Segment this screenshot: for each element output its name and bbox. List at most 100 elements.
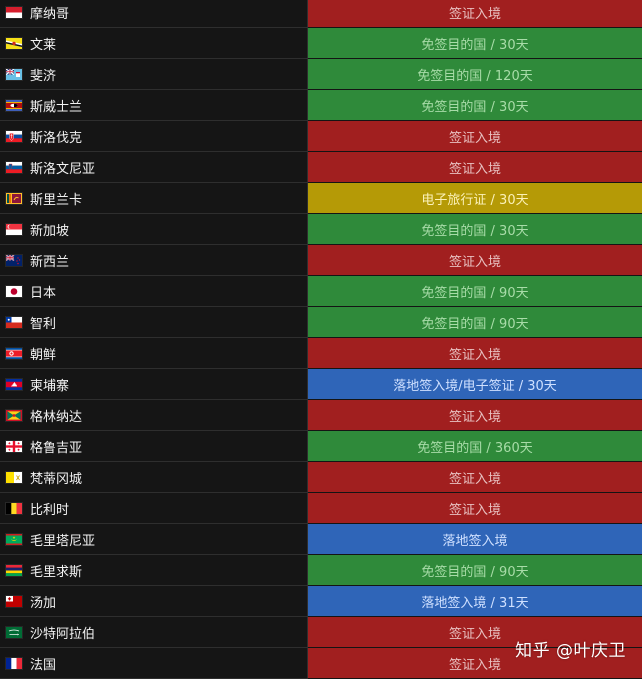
visa-status-cell: 签证入境 — [308, 462, 642, 493]
country-name: 新加坡 — [30, 223, 70, 239]
country-name: 法国 — [30, 657, 57, 673]
visa-status-cell: 免签目的国 / 360天 — [308, 431, 642, 462]
country-cell: 比利时 — [0, 493, 308, 524]
visa-status-cell: 电子旅行证 / 30天 — [308, 183, 642, 214]
visa-status-cell: 免签目的国 / 90天 — [308, 307, 642, 338]
country-name: 斯洛文尼亚 — [30, 161, 96, 177]
visa-status-cell: 签证入境 — [308, 121, 642, 152]
country-name: 格鲁吉亚 — [30, 440, 83, 456]
country-cell: 柬埔寨 — [0, 369, 308, 400]
visa-status-cell: 签证入境 — [308, 0, 642, 28]
table-row: 法国 签证入境 — [0, 648, 642, 679]
visa-status-cell: 签证入境 — [308, 152, 642, 183]
country-name: 汤加 — [30, 595, 57, 611]
table-row: 柬埔寨 落地签入境/电子签证 / 30天 — [0, 369, 642, 400]
country-cell: 斯洛文尼亚 — [0, 152, 308, 183]
table-row: 斐济 免签目的国 / 120天 — [0, 59, 642, 90]
table-row: 沙特阿拉伯 签证入境 — [0, 617, 642, 648]
country-cell: 沙特阿拉伯 — [0, 617, 308, 648]
brunei-flag-icon — [6, 37, 22, 49]
table-row: 毛里塔尼亚 落地签入境 — [0, 524, 642, 555]
visa-status-cell: 免签目的国 / 90天 — [308, 276, 642, 307]
country-cell: 新加坡 — [0, 214, 308, 245]
visa-status-cell: 免签目的国 / 90天 — [308, 555, 642, 586]
table-row: 斯威士兰 免签目的国 / 30天 — [0, 90, 642, 121]
visa-status-cell: 落地签入境 — [308, 524, 642, 555]
north-korea-flag-icon — [6, 347, 22, 359]
table-row: 文莱 免签目的国 / 30天 — [0, 28, 642, 59]
country-cell: 法国 — [0, 648, 308, 679]
monaco-flag-icon — [6, 6, 22, 18]
country-name: 比利时 — [30, 502, 70, 518]
country-name: 摩纳哥 — [30, 6, 70, 22]
sri-lanka-flag-icon — [6, 192, 22, 204]
country-cell: 格鲁吉亚 — [0, 431, 308, 462]
country-cell: 智利 — [0, 307, 308, 338]
country-cell: 斐济 — [0, 59, 308, 90]
country-name: 毛里求斯 — [30, 564, 83, 580]
country-cell: 斯威士兰 — [0, 90, 308, 121]
table-row: 斯洛文尼亚 签证入境 — [0, 152, 642, 183]
table-row: 汤加 落地签入境 / 31天 — [0, 586, 642, 617]
visa-status-cell: 签证入境 — [308, 338, 642, 369]
cambodia-flag-icon — [6, 378, 22, 390]
country-cell: 毛里塔尼亚 — [0, 524, 308, 555]
belgium-flag-icon — [6, 502, 22, 514]
visa-status-cell: 落地签入境 / 31天 — [308, 586, 642, 617]
table-row: 新西兰 签证入境 — [0, 245, 642, 276]
georgia-flag-icon — [6, 440, 22, 452]
new-zealand-flag-icon — [6, 254, 22, 266]
visa-status-cell: 签证入境 — [308, 400, 642, 431]
visa-status-cell: 签证入境 — [308, 245, 642, 276]
visa-status-cell: 免签目的国 / 120天 — [308, 59, 642, 90]
table-row: 比利时 签证入境 — [0, 493, 642, 524]
country-cell: 朝鲜 — [0, 338, 308, 369]
country-name: 智利 — [30, 316, 57, 332]
singapore-flag-icon — [6, 223, 22, 235]
country-name: 柬埔寨 — [30, 378, 70, 394]
country-cell: 文莱 — [0, 28, 308, 59]
table-row: 斯里兰卡 电子旅行证 / 30天 — [0, 183, 642, 214]
visa-status-cell: 免签目的国 / 30天 — [308, 214, 642, 245]
eswatini-flag-icon — [6, 99, 22, 111]
slovenia-flag-icon — [6, 161, 22, 173]
table-row: 格鲁吉亚 免签目的国 / 360天 — [0, 431, 642, 462]
table-row: 新加坡 免签目的国 / 30天 — [0, 214, 642, 245]
country-cell: 格林纳达 — [0, 400, 308, 431]
table-row: 斯洛伐克 签证入境 — [0, 121, 642, 152]
table-row: 日本 免签目的国 / 90天 — [0, 276, 642, 307]
country-cell: 新西兰 — [0, 245, 308, 276]
visa-status-cell: 签证入境 — [308, 617, 642, 648]
table-row: 摩纳哥 签证入境 — [0, 0, 642, 28]
watermark: 知乎 @叶庆卫 — [515, 641, 626, 661]
grenada-flag-icon — [6, 409, 22, 421]
country-cell: 汤加 — [0, 586, 308, 617]
country-name: 朝鲜 — [30, 347, 57, 363]
country-cell: 毛里求斯 — [0, 555, 308, 586]
country-cell: 斯里兰卡 — [0, 183, 308, 214]
saudi-arabia-flag-icon — [6, 626, 22, 638]
country-name: 毛里塔尼亚 — [30, 533, 96, 549]
vatican-flag-icon — [6, 471, 22, 483]
country-name: 格林纳达 — [30, 409, 83, 425]
table-row: 毛里求斯 免签目的国 / 90天 — [0, 555, 642, 586]
table-row: 格林纳达 签证入境 — [0, 400, 642, 431]
table-row: 智利 免签目的国 / 90天 — [0, 307, 642, 338]
table-row: 朝鲜 签证入境 — [0, 338, 642, 369]
country-name: 沙特阿拉伯 — [30, 626, 96, 642]
country-cell: 日本 — [0, 276, 308, 307]
visa-status-cell: 落地签入境/电子签证 / 30天 — [308, 369, 642, 400]
country-name: 文莱 — [30, 37, 57, 53]
country-name: 新西兰 — [30, 254, 70, 270]
slovakia-flag-icon — [6, 130, 22, 142]
france-flag-icon — [6, 657, 22, 669]
country-name: 斯威士兰 — [30, 99, 83, 115]
visa-status-cell: 免签目的国 / 30天 — [308, 90, 642, 121]
country-cell: 摩纳哥 — [0, 0, 308, 28]
country-name: 梵蒂冈城 — [30, 471, 83, 487]
visa-status-cell: 免签目的国 / 30天 — [308, 28, 642, 59]
table-row: 梵蒂冈城 签证入境 — [0, 462, 642, 493]
tonga-flag-icon — [6, 595, 22, 607]
visa-status-cell: 签证入境 — [308, 493, 642, 524]
